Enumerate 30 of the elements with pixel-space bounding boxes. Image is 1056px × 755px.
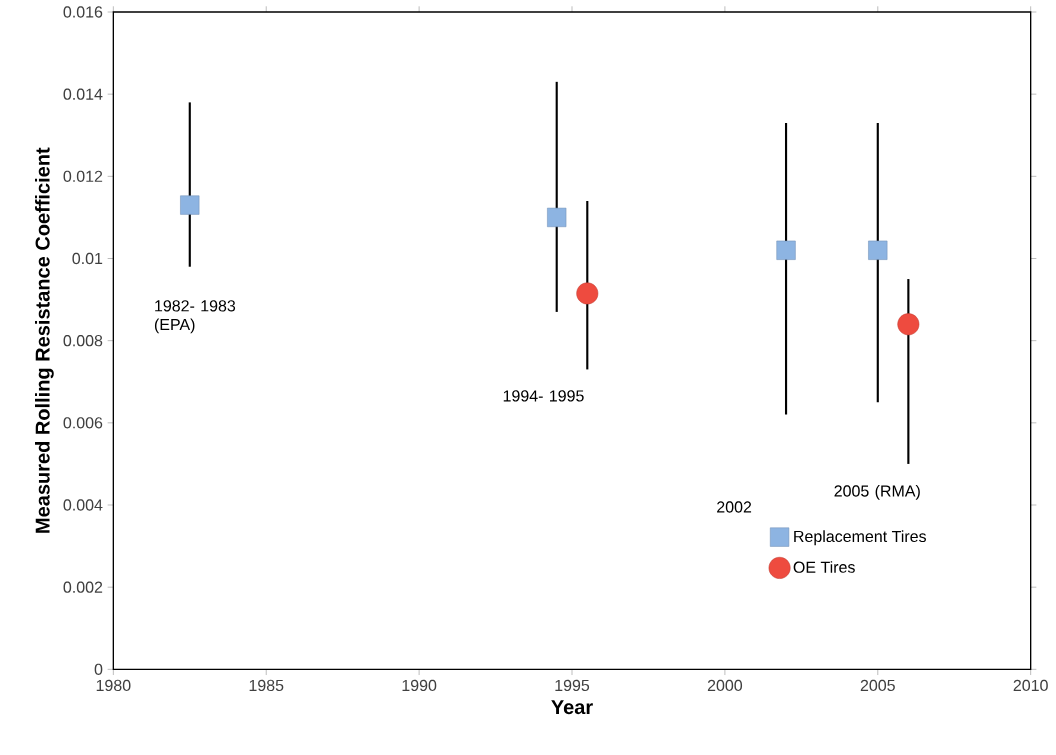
point: [547, 207, 567, 228]
annotation: 2005 (RMA): [834, 485, 920, 500]
annotation: 1994- 1995: [503, 390, 584, 402]
y-tick-label: 0.008: [63, 335, 103, 347]
x-tick-label: 2010: [1013, 679, 1048, 692]
x-tick-label: 1985: [249, 679, 284, 692]
annotation: 1982- 1983 (EPA): [154, 300, 236, 334]
y-tick-label: 0.014: [63, 88, 103, 100]
y-tick-label: 0: [94, 663, 103, 676]
x-tick-label: 1990: [402, 679, 437, 692]
point: [868, 240, 888, 261]
y-tick-label: 0.004: [63, 499, 103, 511]
x-tick-label: 1995: [555, 679, 590, 692]
point: [576, 282, 599, 305]
legend-label: OE Tires: [793, 561, 855, 574]
y-tick-label: 0.016: [63, 6, 103, 18]
legend-label: Replacement Tires: [794, 530, 927, 546]
x-tick-label: 2000: [707, 679, 743, 692]
x-tick-label: 1980: [96, 679, 131, 692]
point: [897, 313, 920, 336]
y-tick-label: 0.01: [72, 253, 103, 265]
y-tick-label: 0.002: [63, 581, 103, 593]
point: [180, 195, 200, 215]
y-tick-label: 0.006: [63, 417, 103, 429]
annotation: 2002: [717, 501, 752, 513]
x-axis-title: Year: [551, 700, 593, 715]
point: [776, 240, 796, 261]
y-axis-title: Measured Rolling Resistance Coefficient: [35, 147, 54, 533]
x-tick-label: 2005: [860, 679, 895, 692]
y-tick-label: 0.012: [63, 170, 103, 183]
